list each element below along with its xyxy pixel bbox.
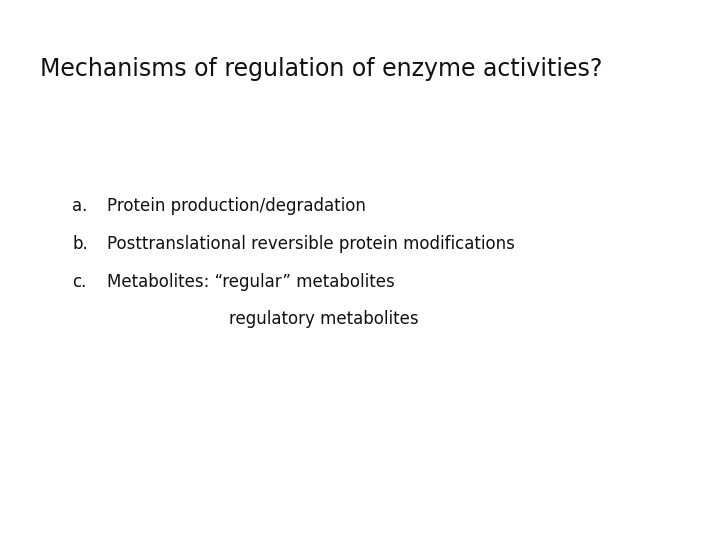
Text: b.: b. xyxy=(72,235,88,253)
Text: regulatory metabolites: regulatory metabolites xyxy=(229,310,418,328)
Text: a.: a. xyxy=(72,197,87,215)
Text: Metabolites: “regular” metabolites: Metabolites: “regular” metabolites xyxy=(107,273,395,291)
Text: Posttranslational reversible protein modifications: Posttranslational reversible protein mod… xyxy=(107,235,514,253)
Text: Mechanisms of regulation of enzyme activities?: Mechanisms of regulation of enzyme activ… xyxy=(40,57,602,80)
Text: Protein production/degradation: Protein production/degradation xyxy=(107,197,366,215)
Text: c.: c. xyxy=(72,273,86,291)
